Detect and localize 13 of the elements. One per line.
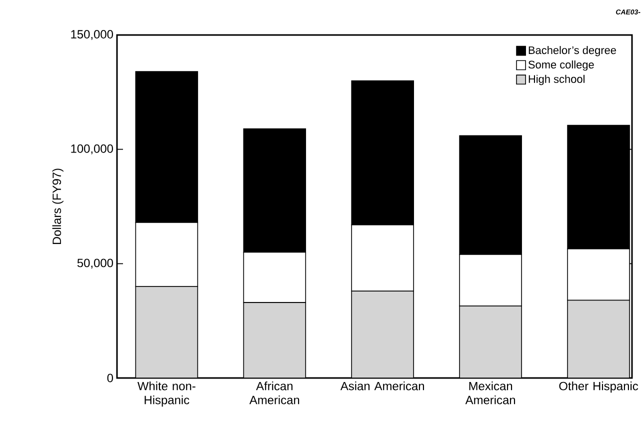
- x-tick-label: Mexican American: [465, 382, 516, 404]
- legend-label: Bachelor’s degree: [528, 46, 616, 56]
- y-tick-label: 0: [107, 374, 114, 382]
- x-tick-label: African American: [249, 382, 300, 404]
- legend-label: High school: [528, 74, 584, 86]
- y-tick-label: 100,000: [71, 144, 114, 154]
- y-axis-title: Dollars (FY97): [52, 168, 64, 244]
- y-tick-label: 150,000: [71, 30, 114, 40]
- x-tick-label: Asian American: [340, 382, 424, 390]
- legend-label: Some college: [528, 60, 594, 71]
- x-tick-label: White non-Hispanic: [137, 382, 196, 407]
- x-tick-label: Other Hispanic: [559, 382, 638, 393]
- y-tick-label: 50,000: [77, 258, 114, 269]
